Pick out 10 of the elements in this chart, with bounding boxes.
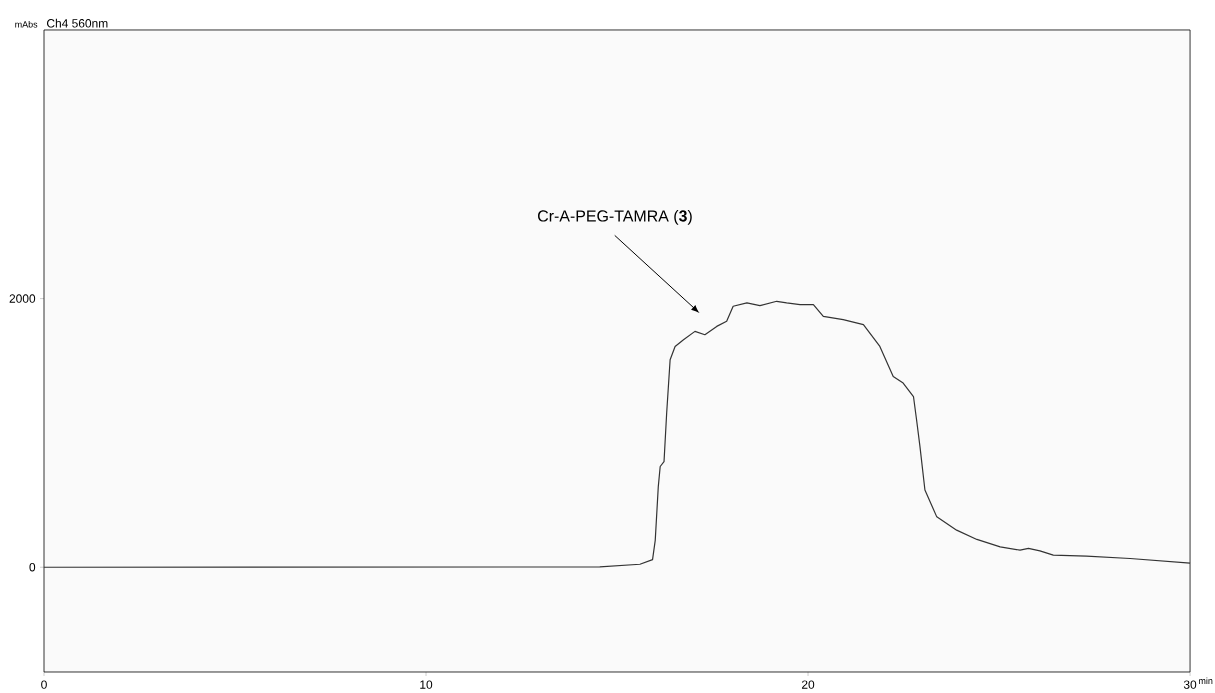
x-axis-title: min xyxy=(1199,677,1213,684)
annotation: Cr-A-PEG-TAMRA (3) xyxy=(538,209,692,225)
line-series xyxy=(43,300,1191,568)
x-tick-label: 20 xyxy=(801,680,815,689)
y-tick-label: 2000 xyxy=(9,294,36,303)
x-tick-label: 0 xyxy=(41,680,47,689)
chart-title: Ch4 560nm xyxy=(46,18,108,28)
x-tick-label: 10 xyxy=(420,680,433,689)
y-axis-title: mAbs xyxy=(15,20,38,28)
x-tick-label: 30 xyxy=(1183,680,1197,689)
